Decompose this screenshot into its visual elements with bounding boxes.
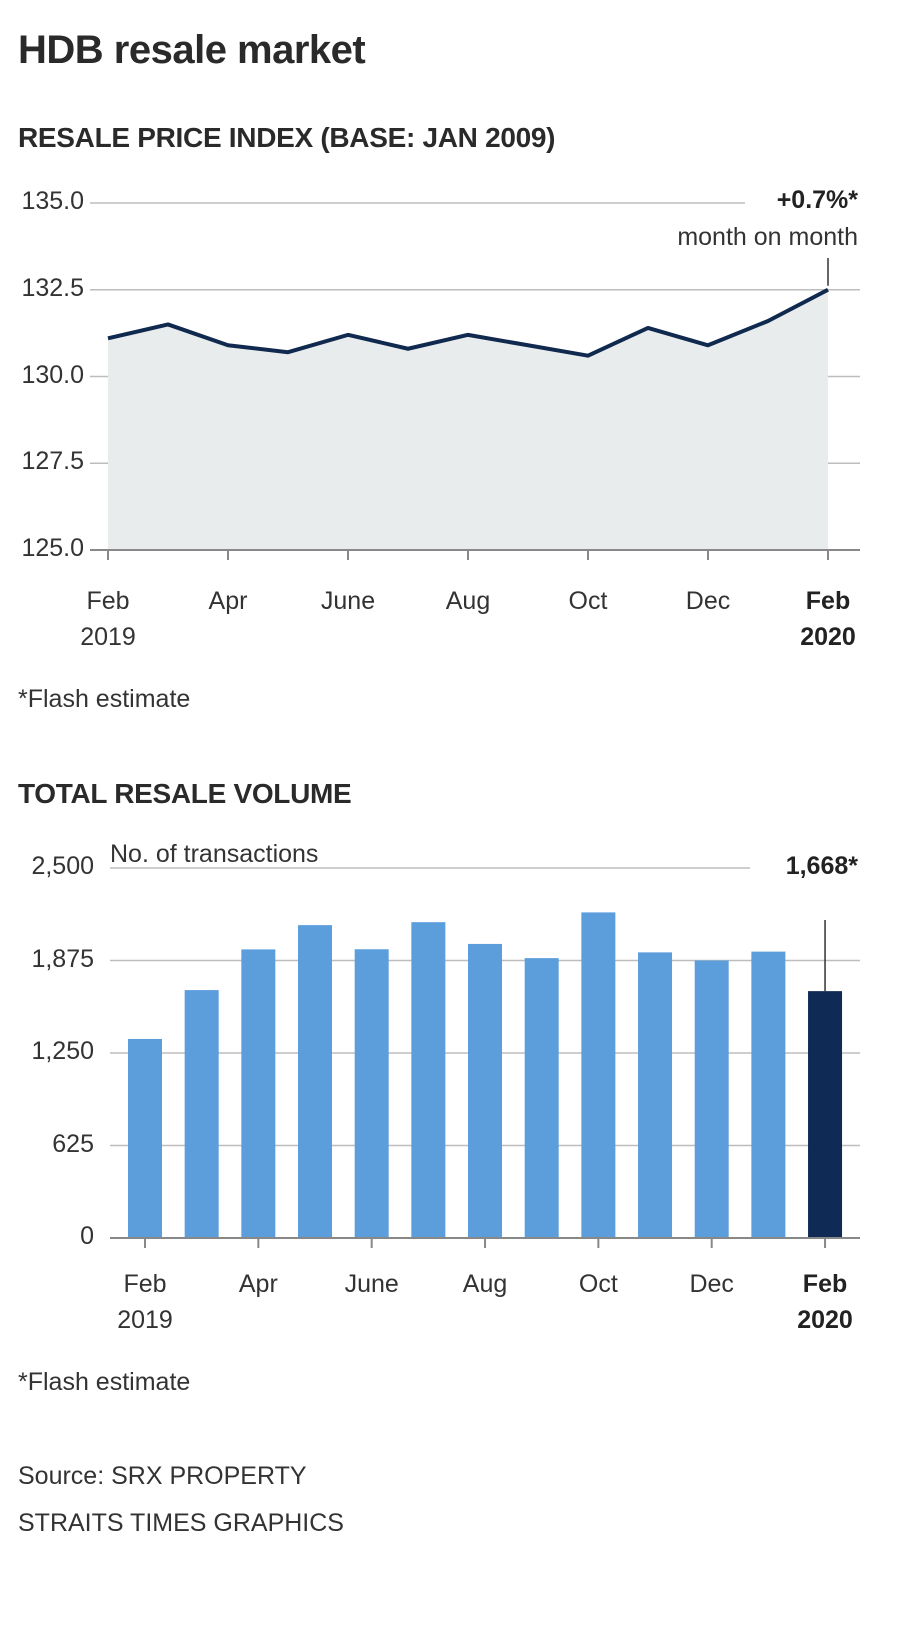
x-tick-month: Feb: [805, 587, 851, 615]
line-footnote: *Flash estimate: [18, 685, 191, 713]
x-tick-label: June: [327, 1266, 417, 1302]
bar: [638, 952, 673, 1238]
bar: [581, 912, 616, 1238]
bar: [298, 925, 333, 1238]
y-tick-label: 1,250: [31, 1037, 94, 1065]
x-tick-label: Aug: [423, 583, 513, 619]
area-fill: [108, 289, 828, 550]
bar-chart: [110, 867, 860, 1248]
bar: [128, 1038, 162, 1238]
x-tick-month: Oct: [568, 587, 608, 615]
x-tick-year: 2020: [797, 1306, 853, 1334]
x-tick-label: Dec: [667, 1266, 757, 1302]
x-tick-label: Feb 2020: [783, 583, 873, 655]
x-tick-label: Feb 2020: [780, 1266, 870, 1338]
bar: [411, 922, 446, 1238]
bar: [468, 943, 503, 1238]
bar: [694, 960, 729, 1238]
y-tick-label: 2,500: [31, 852, 94, 880]
y-tick-label: 125.0: [21, 534, 84, 562]
x-tick-label: Feb 2019: [100, 1266, 190, 1338]
y-tick-label: 1,875: [31, 944, 94, 973]
bar-y-label: No. of transactions: [110, 840, 319, 868]
x-tick-label: Apr: [183, 583, 273, 619]
x-tick-month: Apr: [238, 1270, 278, 1298]
line-chart: [90, 202, 860, 560]
bar: [184, 990, 219, 1238]
line-chart-title: RESALE PRICE INDEX (BASE: JAN 2009): [18, 122, 556, 153]
y-tick-label: 0: [80, 1222, 94, 1250]
x-tick-year: 2019: [80, 623, 136, 651]
x-tick-month: June: [320, 587, 376, 615]
bar-footnote: *Flash estimate: [18, 1368, 191, 1396]
x-tick-label: Dec: [663, 583, 753, 619]
x-tick-month: Feb: [86, 587, 130, 615]
bar: [354, 949, 389, 1238]
source: Source: SRX PROPERTY: [18, 1462, 307, 1490]
bar: [808, 991, 843, 1238]
x-tick-month: Oct: [578, 1270, 618, 1298]
y-tick-label: 130.0: [21, 360, 84, 389]
line-annotation-value: +0.7%*: [776, 186, 858, 214]
x-tick-month: Dec: [689, 1270, 734, 1298]
x-tick-label: Oct: [543, 583, 633, 619]
bar-chart-title: TOTAL RESALE VOLUME: [18, 778, 352, 809]
x-tick-month: Aug: [445, 587, 491, 615]
x-tick-month: Feb: [802, 1270, 848, 1298]
y-tick-label: 127.5: [21, 447, 84, 476]
bar: [241, 949, 276, 1238]
x-tick-year: 2019: [117, 1306, 173, 1334]
bar: [524, 958, 559, 1238]
x-tick-label: June: [303, 583, 393, 619]
x-tick-year: 2020: [800, 623, 856, 651]
y-tick-label: 132.5: [21, 273, 84, 302]
x-tick-month: Aug: [462, 1270, 508, 1298]
x-tick-label: Aug: [440, 1266, 530, 1302]
x-tick-month: Dec: [685, 587, 731, 615]
credit: STRAITS TIMES GRAPHICS: [18, 1509, 344, 1537]
x-tick-label: Apr: [213, 1266, 303, 1302]
bar: [751, 951, 786, 1238]
y-tick-label: 625: [52, 1129, 94, 1158]
page-title: HDB resale market: [18, 28, 366, 72]
x-tick-month: Apr: [208, 587, 248, 615]
x-tick-label: Oct: [553, 1266, 643, 1302]
bar-annotation-value: 1,668*: [785, 852, 858, 880]
line-annotation-text: month on month: [677, 223, 858, 251]
x-tick-month: June: [344, 1270, 399, 1298]
y-tick-label: 135.0: [21, 187, 84, 215]
x-tick-label: Feb 2019: [63, 583, 153, 655]
x-tick-month: Feb: [123, 1270, 167, 1298]
